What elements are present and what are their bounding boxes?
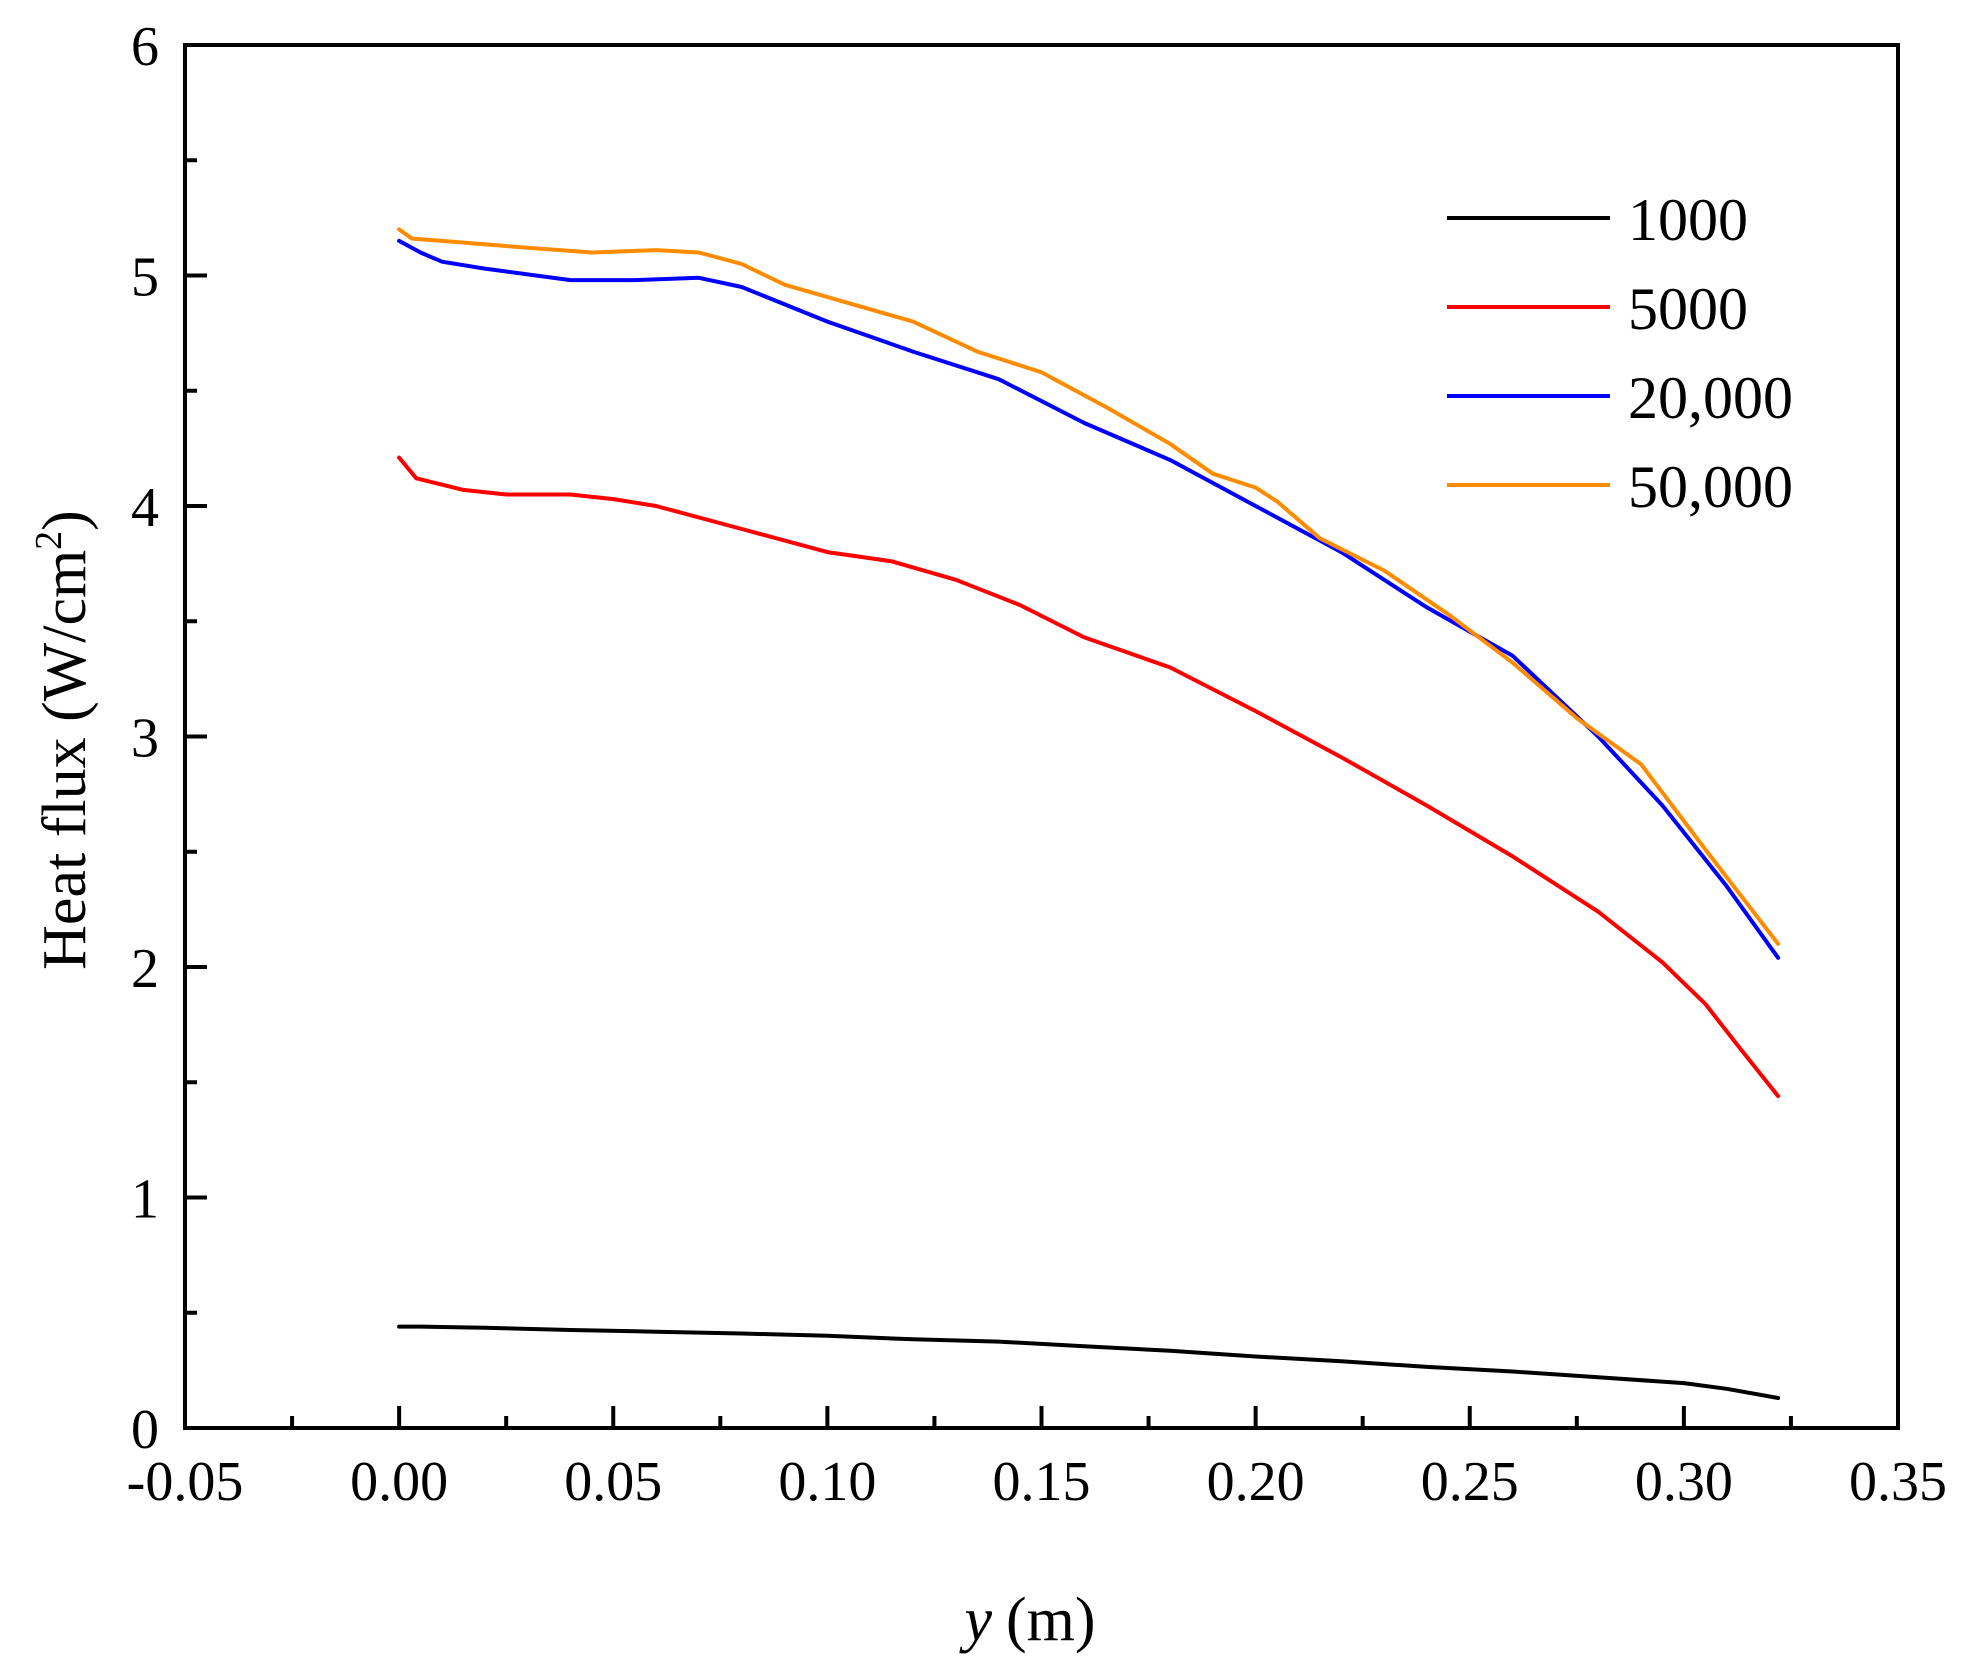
- y-tick-label-1: 1: [131, 1169, 159, 1231]
- y-axis-title: Heat flux (W/cm2): [28, 510, 99, 970]
- legend-label-50000: 50,000: [1628, 454, 1793, 520]
- x-axis-unit: (m): [1006, 1586, 1096, 1654]
- legend: 1000 5000 20,000 50,000: [1447, 187, 1793, 520]
- y-axis-title-base: Heat flux (W/cm: [31, 550, 99, 970]
- x-tick-label-5: 0.20: [1207, 1451, 1305, 1513]
- y-tick-label-2: 2: [131, 938, 159, 1000]
- x-tick-label-7: 0.30: [1635, 1451, 1733, 1513]
- legend-label-1000: 1000: [1628, 187, 1748, 253]
- legend-label-5000: 5000: [1628, 276, 1748, 342]
- x-tick-label-2: 0.05: [564, 1451, 662, 1513]
- y-tick-label-6: 6: [131, 16, 159, 78]
- x-tick-label-6: 0.25: [1421, 1451, 1519, 1513]
- series-line-5000: [397, 455, 1781, 1099]
- x-tick-label-3: 0.10: [778, 1451, 876, 1513]
- x-tick-label-1: 0.00: [350, 1451, 448, 1513]
- x-tick-label-4: 0.15: [993, 1451, 1091, 1513]
- x-tick-label-0: -0.05: [127, 1451, 244, 1513]
- series-line-50000: [397, 227, 1781, 946]
- y-tick-label-0: 0: [131, 1399, 159, 1461]
- series-line-20000: [397, 238, 1781, 960]
- y-tick-label-3: 3: [131, 708, 159, 770]
- x-axis-variable: y: [958, 1586, 992, 1654]
- y-tick-label-4: 4: [131, 477, 159, 539]
- legend-label-20000: 20,000: [1628, 365, 1793, 431]
- y-tick-label-5: 5: [131, 247, 159, 309]
- series-line-1000: [397, 1324, 1781, 1400]
- y-axis-title-superscript: 2: [28, 531, 70, 550]
- y-axis-title-close: ): [31, 510, 99, 531]
- x-axis-title: y (m): [958, 1586, 1095, 1654]
- x-axis-ticks: -0.05 0.00 0.05 0.10 0.15 0.20 0.25 0.30 0.35: [127, 1406, 1947, 1513]
- y-axis-ticks: 0 1 2 3 4 5 6: [131, 16, 207, 1461]
- x-tick-label-8: 0.35: [1849, 1451, 1947, 1513]
- plot-lines: [397, 227, 1781, 1400]
